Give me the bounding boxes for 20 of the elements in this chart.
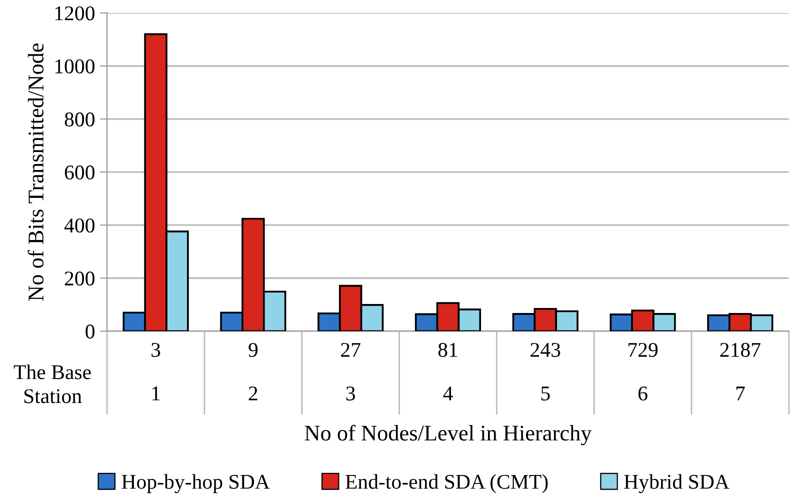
x-axis-title: No of Nodes/Level in Hierarchy [304,424,592,446]
category-label: 2187 7 [720,342,760,400]
legend-label: End-to-end SDA (CMT) [346,474,548,494]
category-label: 9 2 [248,342,258,400]
category-label: 3 1 [152,342,160,400]
y-tick-label: 0 [86,324,94,339]
category-label: 729 6 [628,342,658,401]
y-tick-label: 1000 [55,59,94,74]
y-tick-label: 800 [64,112,94,126]
y-tick-label: 600 [64,165,94,180]
legend-label: Hybrid SDA [624,474,730,494]
category-label: 81 4 [438,342,458,400]
y-tick-label: 1200 [55,6,94,20]
text: The Base Station [14,364,91,404]
category-label: 27 3 [341,342,360,401]
category-label: 243 5 [530,342,560,401]
y-axis-title: No of Bits Transmitted/Node [28,43,44,301]
y-tick-label: 200 [64,272,94,286]
legend-label: Hop-by-hop SDA [122,474,270,494]
y-tick-label: 400 [64,218,94,233]
